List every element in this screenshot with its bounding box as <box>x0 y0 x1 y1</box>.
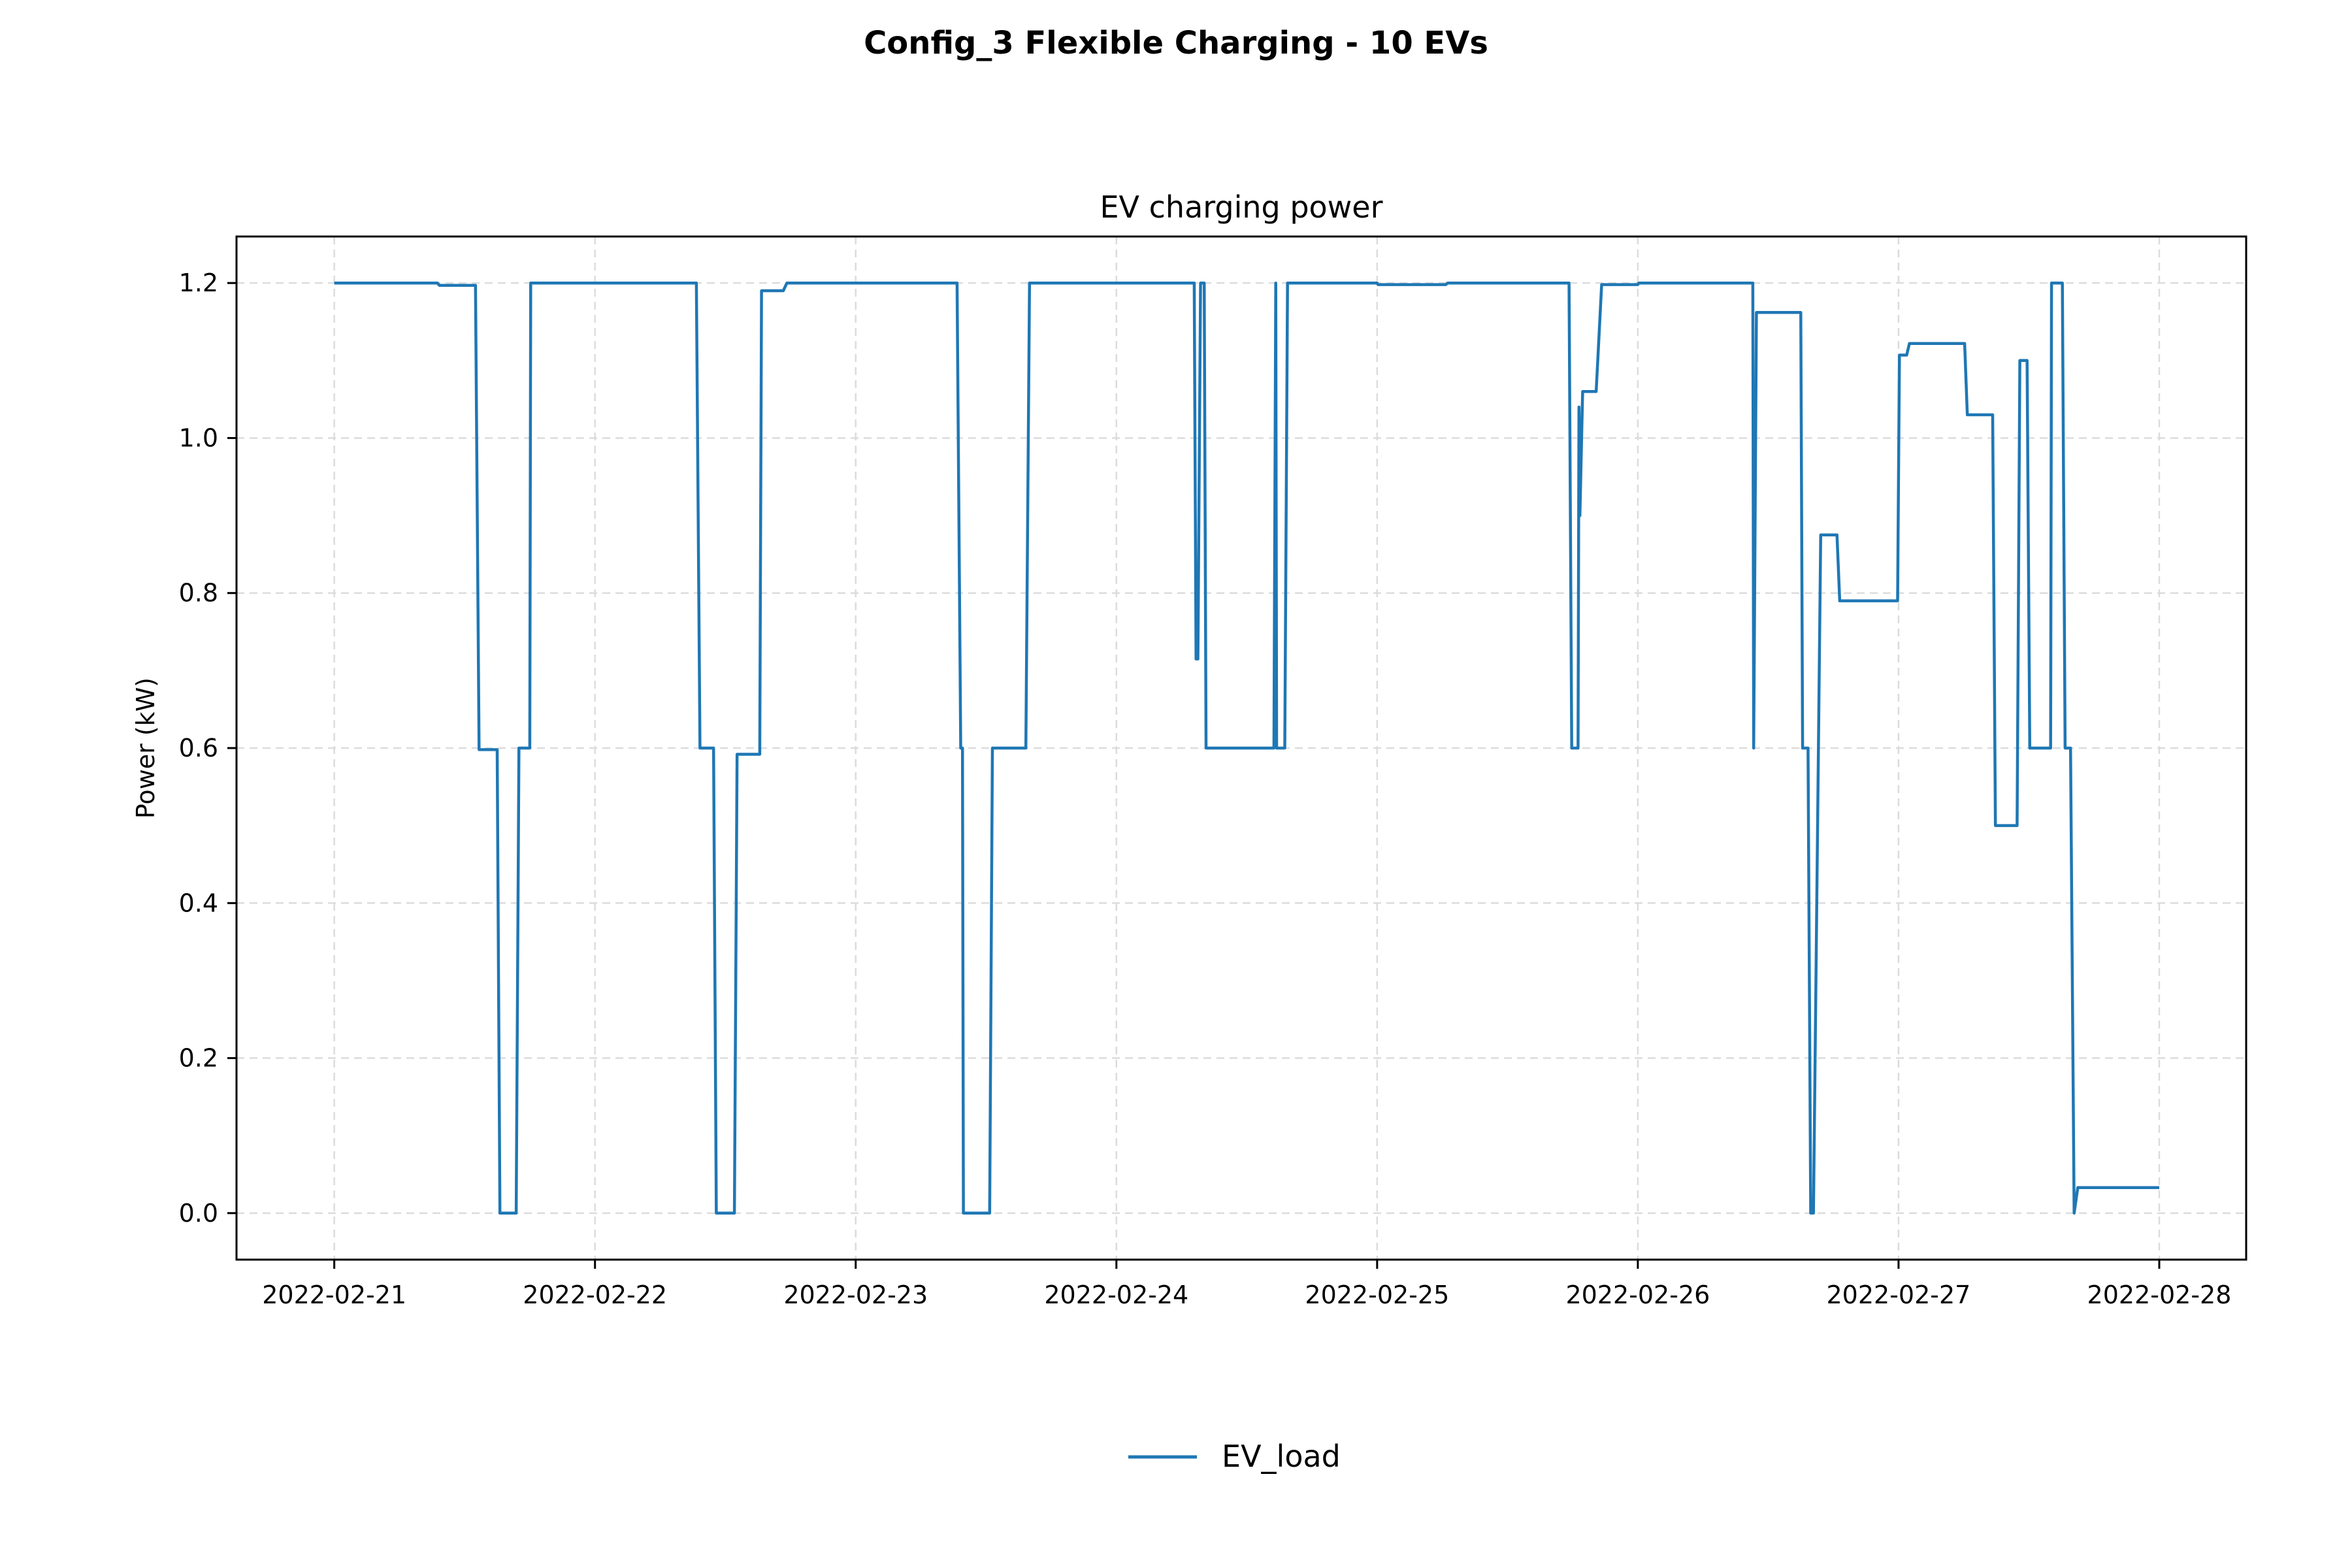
y-tick-label: 0.8 <box>179 579 218 608</box>
x-tick-label: 2022-02-21 <box>262 1281 406 1309</box>
plot-series <box>334 281 2159 1215</box>
x-tick-label: 2022-02-28 <box>2087 1281 2232 1309</box>
figure-suptitle: Config_3 Flexible Charging - 10 EVs <box>864 25 1488 61</box>
x-axis: 2022-02-21 2022-02-22 2022-02-23 2022-02-24… <box>262 1260 2231 1309</box>
x-tick-label: 2022-02-22 <box>523 1281 667 1309</box>
y-tick-label: 0.4 <box>179 889 218 917</box>
x-tick-label: 2022-02-23 <box>783 1281 928 1309</box>
chart-title: EV charging power <box>1100 189 1382 225</box>
legend-label-ev-load: EV_load <box>1222 1439 1341 1474</box>
y-tick-label: 0.0 <box>179 1199 218 1228</box>
y-tick-label: 1.0 <box>179 423 218 452</box>
y-axis: 0.0 0.2 0.4 0.6 0.8 1.0 1.2 <box>179 269 237 1228</box>
y-tick-label: 1.2 <box>179 269 218 297</box>
series-line-ev-load <box>334 281 2159 1215</box>
grid-lines <box>237 237 2246 1260</box>
x-tick-label: 2022-02-27 <box>1827 1281 1971 1309</box>
legend: EV_load <box>1128 1439 1341 1474</box>
y-tick-label: 0.6 <box>179 734 218 762</box>
x-tick-label: 2022-02-24 <box>1044 1281 1188 1309</box>
y-tick-label: 0.2 <box>179 1044 218 1073</box>
x-tick-label: 2022-02-26 <box>1565 1281 1710 1309</box>
y-axis-label: Power (kW) <box>131 678 160 819</box>
x-tick-label: 2022-02-25 <box>1305 1281 1449 1309</box>
